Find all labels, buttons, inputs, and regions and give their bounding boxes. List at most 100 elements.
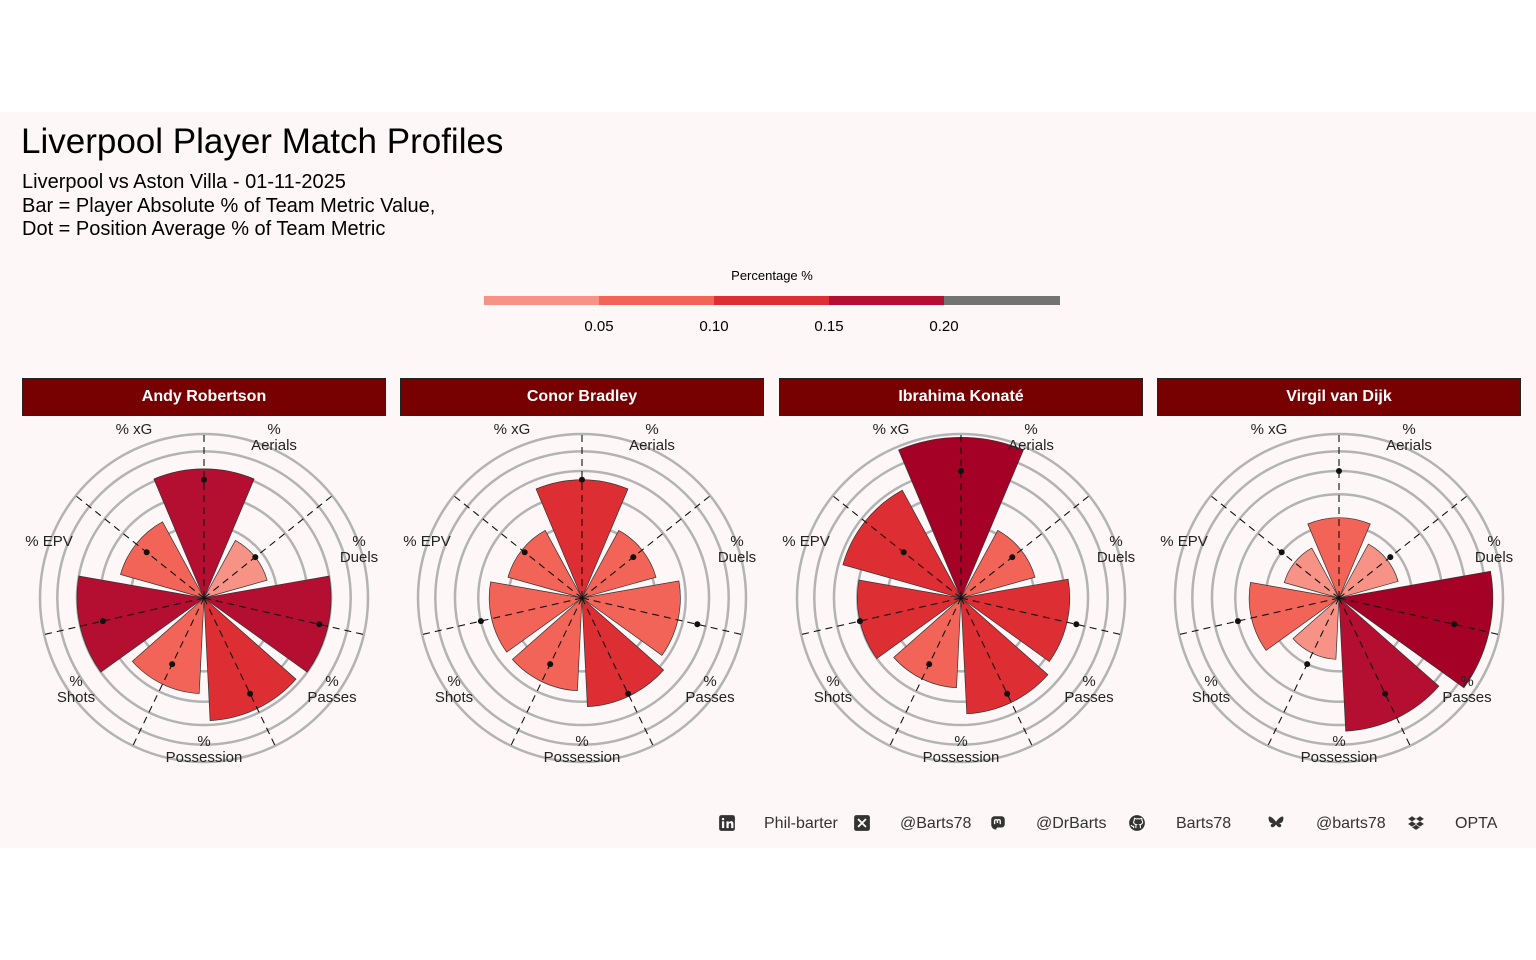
- spoke-line: [72, 492, 205, 599]
- spoke-line: [960, 597, 1125, 636]
- position-average-dot: [521, 549, 528, 556]
- position-average-dot: [247, 690, 254, 697]
- metric-label: % Duels: [718, 533, 756, 566]
- legend-tick-label: 0.10: [699, 318, 729, 335]
- subtitle-line: Liverpool vs Aston Villa - 01-11-2025: [22, 171, 346, 193]
- metric-label: % Aerials: [629, 421, 675, 454]
- legend-tick-label: 0.20: [929, 318, 959, 335]
- metric-label: % Aerials: [251, 421, 297, 454]
- facet-header: Ibrahima Konaté: [779, 378, 1143, 416]
- position-average-dot: [1304, 661, 1311, 668]
- x-twitter-icon[interactable]: [853, 814, 871, 832]
- spoke-line: [960, 492, 1093, 599]
- bar-xg: [1283, 547, 1340, 599]
- position-average-dot: [694, 621, 701, 628]
- position-average-dot: [1336, 468, 1342, 474]
- position-average-dot: [900, 549, 907, 556]
- footer-github[interactable]: Barts78: [1176, 815, 1232, 832]
- footer-x[interactable]: @Barts78: [900, 815, 972, 832]
- footer-mastodon[interactable]: @DrBarts: [1036, 815, 1107, 832]
- position-average-dot: [958, 468, 964, 474]
- facet-header: Andy Robertson: [22, 378, 386, 416]
- grid-ring: [795, 432, 1127, 764]
- polar-plot: % Aerials % Duels % Passes % Possession % Shots % …: [25, 421, 378, 766]
- player-strip: Ibrahima Konaté: [779, 378, 1143, 416]
- spoke-line: [203, 597, 278, 750]
- metric-label: % EPV: [782, 533, 830, 550]
- spoke-line: [130, 597, 205, 750]
- position-average-dot: [477, 618, 484, 625]
- bar-epv: [488, 581, 583, 653]
- metric-label: % Shots: [57, 673, 95, 706]
- legend-swatch: [714, 296, 829, 305]
- metric-label: % Passes: [685, 673, 734, 706]
- spoke-line: [829, 492, 962, 599]
- position-average-dot: [201, 476, 207, 483]
- spoke-line: [508, 597, 583, 750]
- position-average-dot: [1234, 618, 1241, 625]
- metric-label: % Possession: [544, 733, 621, 766]
- position-average-dot: [547, 661, 554, 668]
- footer-source: OPTA: [1455, 815, 1498, 832]
- position-average-dot: [1073, 621, 1080, 628]
- grid-ring: [1173, 432, 1505, 764]
- metric-label: % xG: [873, 421, 910, 438]
- spoke-line: [1338, 492, 1471, 599]
- spoke-line: [418, 597, 583, 636]
- position-average-dot: [625, 690, 632, 697]
- legend-swatch: [484, 296, 599, 305]
- metric-label: % xG: [1251, 421, 1288, 438]
- facet-header: Conor Bradley: [400, 378, 764, 416]
- spoke-line: [887, 597, 962, 750]
- subtitle-line: Dot = Position Average % of Team Metric: [22, 218, 386, 240]
- metric-label: % EPV: [1160, 533, 1208, 550]
- legend-swatch: [599, 296, 714, 305]
- spoke-line: [450, 492, 583, 599]
- mastodon-icon[interactable]: [989, 814, 1007, 832]
- metric-label: % Passes: [307, 673, 356, 706]
- bar-possession: [960, 597, 1049, 715]
- metric-label: % Possession: [166, 733, 243, 766]
- metric-label: % Duels: [1097, 533, 1135, 566]
- bar-shots: [511, 597, 583, 692]
- position-average-dot: [143, 549, 150, 556]
- metric-label: % Duels: [1475, 533, 1513, 566]
- grid-ring: [416, 432, 748, 764]
- chart-canvas: Liverpool Player Match Profiles Liverpoo…: [0, 112, 1536, 848]
- metric-label: % Aerials: [1386, 421, 1432, 454]
- position-average-dot: [1009, 554, 1016, 561]
- spoke-line: [581, 597, 746, 636]
- spoke-line: [581, 597, 656, 750]
- legend-title: Percentage %: [731, 268, 813, 283]
- spoke-line: [1175, 597, 1340, 636]
- position-average-dot: [316, 621, 323, 628]
- legend-tick-label: 0.15: [814, 318, 844, 335]
- position-average-dot: [630, 554, 637, 561]
- position-average-dot: [926, 661, 933, 668]
- spoke-line: [40, 597, 205, 636]
- dropbox-icon[interactable]: [1407, 814, 1425, 832]
- spoke-line: [797, 597, 962, 636]
- position-average-dot: [169, 661, 176, 668]
- metric-label: % Passes: [1064, 673, 1113, 706]
- spoke-line: [581, 492, 714, 599]
- footer-linkedin[interactable]: Phil-barter: [764, 815, 838, 832]
- grid-ring: [453, 469, 711, 727]
- position-average-dot: [99, 618, 106, 625]
- github-icon[interactable]: [1128, 814, 1146, 832]
- bluesky-icon[interactable]: [1267, 814, 1285, 832]
- position-average-dot: [1382, 690, 1389, 697]
- metric-label: % Shots: [435, 673, 473, 706]
- grid-ring: [38, 432, 370, 764]
- bar-shots: [131, 597, 205, 694]
- position-average-dot: [856, 618, 863, 625]
- metric-label: % EPV: [403, 533, 451, 550]
- footer-bluesky[interactable]: @barts78: [1316, 815, 1386, 832]
- linkedin-icon[interactable]: [718, 814, 736, 832]
- metric-label: % Duels: [340, 533, 378, 566]
- metric-label: % Shots: [1192, 673, 1230, 706]
- chart-title: Liverpool Player Match Profiles: [21, 122, 504, 161]
- legend-tick-label: 0.05: [584, 318, 614, 335]
- position-average-dot: [1004, 690, 1011, 697]
- spoke-line: [1207, 492, 1340, 599]
